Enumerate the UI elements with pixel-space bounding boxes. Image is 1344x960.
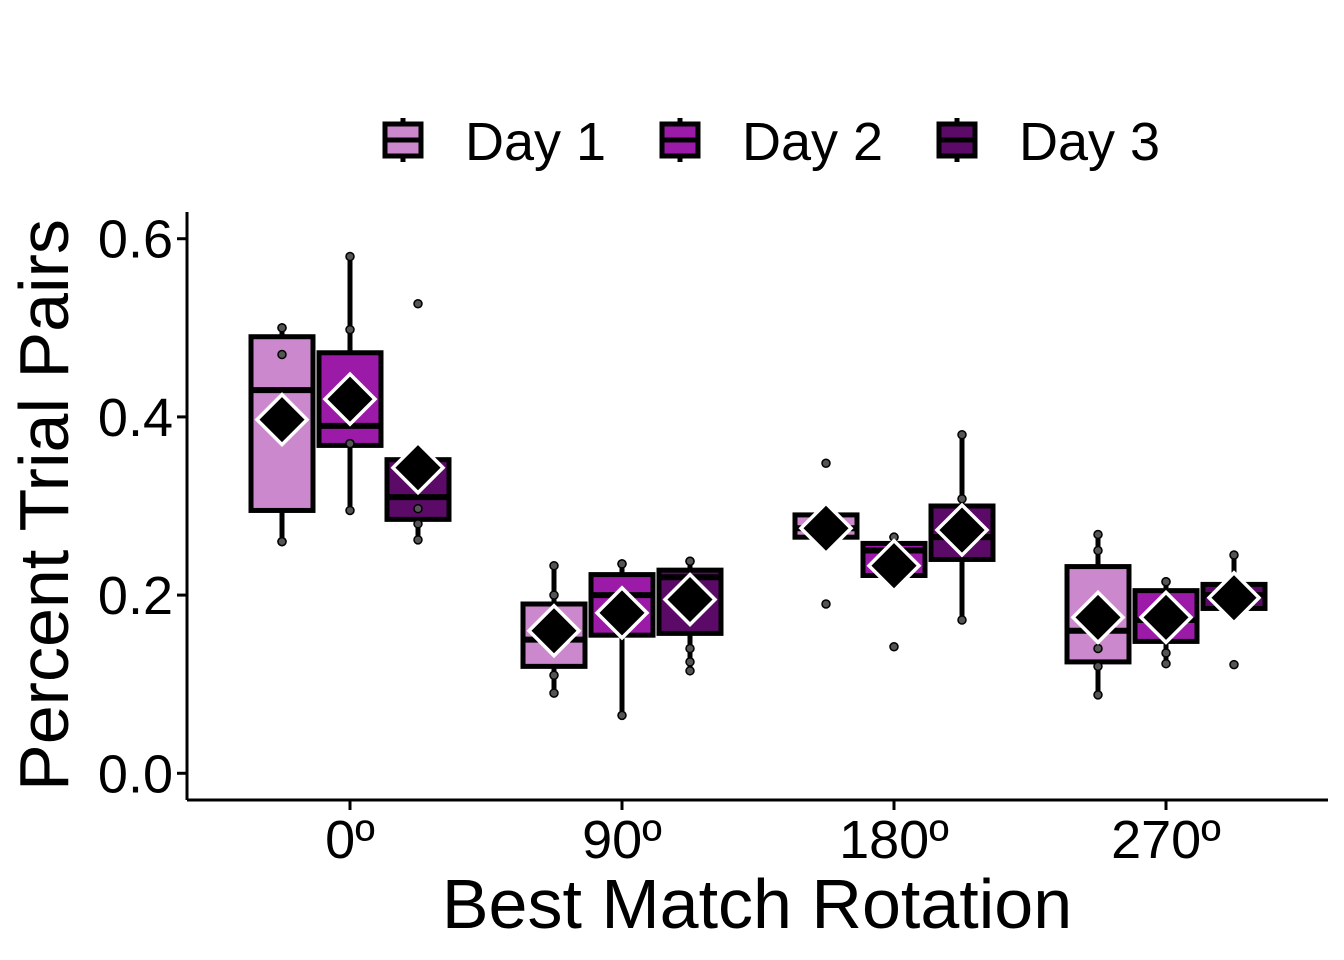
box-group bbox=[384, 299, 452, 545]
data-point bbox=[617, 559, 627, 569]
box-group bbox=[1200, 550, 1268, 670]
data-point bbox=[1161, 576, 1171, 587]
box-group bbox=[248, 323, 316, 547]
data-point bbox=[277, 349, 287, 360]
legend-label: Day 1 bbox=[465, 112, 606, 172]
data-point bbox=[1229, 550, 1239, 560]
data-point bbox=[1229, 659, 1239, 670]
box-group bbox=[316, 251, 384, 516]
data-point bbox=[345, 505, 355, 516]
mean-marker bbox=[1138, 589, 1194, 645]
data-point bbox=[685, 643, 695, 654]
data-point bbox=[413, 503, 423, 514]
y-axis-title: Percent Trial Pairs bbox=[5, 219, 83, 791]
x-tick-label: 180º bbox=[839, 810, 949, 870]
data-point bbox=[277, 323, 287, 333]
data-point bbox=[549, 590, 559, 600]
box-group bbox=[1132, 576, 1200, 669]
y-tick-label: 0.2 bbox=[98, 566, 173, 626]
x-axis-title: Best Match Rotation bbox=[442, 865, 1072, 943]
mean-marker bbox=[594, 585, 650, 641]
data-point bbox=[821, 458, 831, 468]
y-tick-label: 0.4 bbox=[98, 388, 173, 448]
data-point bbox=[549, 670, 559, 681]
data-point bbox=[617, 710, 627, 721]
data-point bbox=[345, 324, 355, 335]
box-group bbox=[1064, 529, 1132, 700]
mean-marker bbox=[526, 603, 582, 659]
data-point bbox=[1093, 643, 1103, 654]
data-point bbox=[821, 599, 831, 609]
data-point bbox=[413, 519, 423, 529]
x-tick-label: 0º bbox=[325, 810, 375, 870]
mean-marker bbox=[662, 572, 718, 628]
data-point bbox=[685, 666, 695, 676]
data-point bbox=[957, 429, 967, 440]
data-point bbox=[413, 299, 423, 309]
legend-label: Day 2 bbox=[742, 112, 883, 172]
data-point bbox=[1093, 529, 1103, 540]
mean-marker bbox=[934, 502, 990, 558]
mean-marker bbox=[1206, 570, 1262, 626]
box-group bbox=[588, 559, 656, 721]
data-point bbox=[1093, 545, 1103, 556]
data-point bbox=[1093, 661, 1103, 672]
data-point bbox=[549, 560, 559, 571]
data-point bbox=[1093, 690, 1103, 700]
box-group bbox=[792, 458, 860, 609]
data-point bbox=[413, 535, 423, 545]
data-point bbox=[685, 556, 695, 566]
data-point bbox=[889, 642, 899, 652]
box-group bbox=[928, 429, 996, 625]
data-point bbox=[549, 688, 559, 698]
data-point bbox=[1161, 658, 1171, 669]
data-point bbox=[345, 251, 355, 262]
mean-marker bbox=[254, 392, 310, 448]
y-tick-label: 0.6 bbox=[98, 210, 173, 270]
y-tick-label: 0.0 bbox=[98, 744, 173, 804]
data-point bbox=[1161, 648, 1171, 658]
mean-marker bbox=[866, 538, 922, 594]
box-group bbox=[520, 560, 588, 698]
legend-label: Day 3 bbox=[1019, 112, 1160, 172]
legend-item: Day 1 bbox=[382, 112, 606, 172]
box-group bbox=[860, 532, 928, 652]
data-point bbox=[685, 657, 695, 667]
x-tick-label: 90º bbox=[582, 810, 662, 870]
mean-marker bbox=[798, 500, 854, 556]
data-point bbox=[957, 615, 967, 625]
data-point bbox=[277, 536, 287, 547]
mean-marker bbox=[322, 371, 378, 427]
box-group bbox=[656, 556, 724, 676]
x-tick-label: 270º bbox=[1111, 810, 1221, 870]
legend: Day 1 Day 2 Day 3 bbox=[382, 112, 1160, 172]
mean-marker bbox=[1070, 589, 1126, 645]
axes: 0.0 0.2 0.4 0.6 0º 90º 180º 270º bbox=[98, 210, 1328, 870]
mean-marker bbox=[390, 440, 446, 496]
legend-item: Day 3 bbox=[936, 112, 1160, 172]
plot-area bbox=[248, 251, 1268, 721]
data-point bbox=[957, 494, 967, 504]
legend-item: Day 2 bbox=[659, 112, 883, 172]
data-point bbox=[345, 438, 355, 449]
